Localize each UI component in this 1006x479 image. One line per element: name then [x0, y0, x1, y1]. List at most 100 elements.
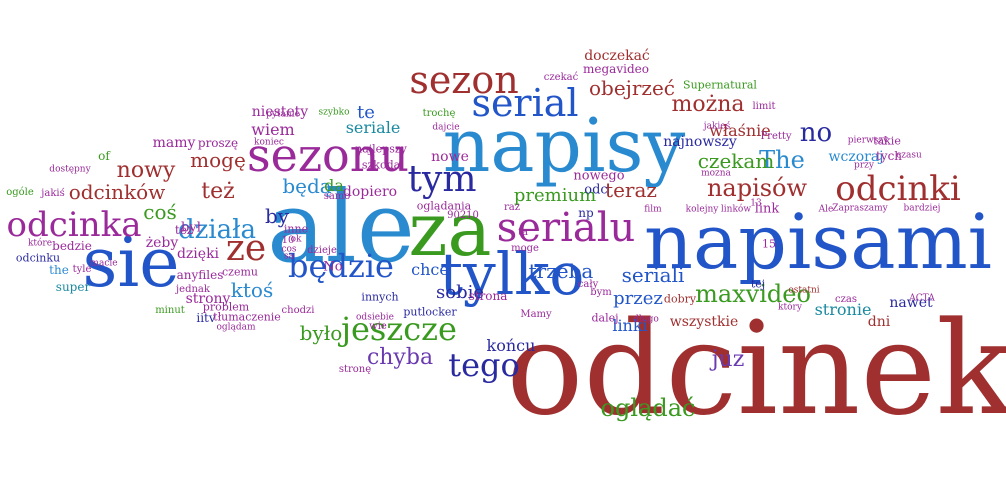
- word-trzeba: trzeba: [528, 259, 594, 283]
- word-linki: linki: [612, 316, 648, 335]
- word-anyfiles: anyfiles: [176, 268, 224, 282]
- word-za: za: [408, 187, 492, 273]
- word-najlepszy: najlepszy: [355, 142, 407, 156]
- word-dobry: dobry: [663, 292, 697, 306]
- word-ogladac: oglądać: [600, 394, 696, 422]
- word-pierwszy: pierwszy: [847, 135, 889, 146]
- word-ca-y: cały: [577, 279, 599, 290]
- word-jeszcze: jeszcze: [341, 310, 457, 348]
- word-ale: Ale: [818, 204, 834, 215]
- word-ok: ok: [290, 234, 302, 245]
- word-kt-ry: który: [778, 302, 802, 313]
- word-iitv: iitv: [196, 311, 216, 325]
- word-odcink-w: odcinków: [68, 180, 166, 204]
- word-problem: problem: [202, 300, 250, 314]
- word-by: by: [264, 204, 290, 228]
- word-dni: dni: [867, 314, 891, 330]
- word-serial: serial: [471, 81, 579, 125]
- word-najnowszy: najnowszy: [663, 134, 737, 150]
- word-nowe: nowe: [431, 149, 469, 165]
- word-w-a-nie: właśnie: [709, 121, 771, 140]
- word-kto-: ktoś: [230, 278, 274, 302]
- word-strony: strony: [185, 291, 231, 307]
- word-zapraszamy: Zapraszamy: [832, 203, 888, 214]
- word-b-dzie: będzie: [288, 247, 394, 285]
- word-by-o: było: [299, 321, 343, 345]
- word-czekam: czekam: [697, 149, 775, 173]
- word-film: film: [644, 204, 662, 215]
- word-macie: macie: [90, 258, 118, 269]
- word-odcinku: odcinku: [15, 251, 61, 265]
- word-d-ugo: długo: [633, 314, 659, 325]
- word-dalej: dalej: [591, 311, 619, 325]
- word-tym: tym: [407, 159, 477, 200]
- word-sezonu: sezonu: [246, 128, 410, 182]
- word-the: the: [49, 263, 69, 277]
- word-super: super: [55, 280, 91, 294]
- word-tylko: tylko: [439, 240, 585, 308]
- word-bedzie: bedzie: [52, 239, 92, 253]
- word-dzia-a: działa: [177, 215, 257, 245]
- word-wszystkie: wszystkie: [669, 314, 739, 330]
- word-nawet: nawet: [889, 295, 933, 311]
- word-obejrze-: obejrzeć: [588, 76, 676, 100]
- word-strona: strona: [468, 289, 508, 303]
- word-jednak: jednak: [176, 284, 210, 295]
- word-13: 13: [750, 198, 762, 209]
- word-koniec: koniec: [254, 137, 284, 148]
- word-sie: sie: [82, 224, 180, 303]
- word-stronie: stronie: [814, 300, 872, 319]
- word-odcinki: odcinki: [835, 169, 961, 209]
- word-dopiero: dopiero: [342, 184, 398, 200]
- word-szybko: szybko: [318, 107, 350, 118]
- word-napisy: napisy: [442, 103, 686, 189]
- word-megavideo: megavideo: [583, 62, 649, 76]
- word-czeka-: czekać: [543, 72, 579, 83]
- word-serialu: serialu: [496, 205, 636, 251]
- word-supernatural: Supernatural: [683, 78, 757, 92]
- word-acta: ACTA: [909, 293, 935, 304]
- word-ko-cu: końcu: [486, 336, 536, 355]
- word-pretty: Pretty: [760, 131, 792, 142]
- word-mamy: Mamy: [520, 309, 552, 320]
- word-teraz: teraz: [605, 178, 657, 202]
- word-te-: też: [201, 179, 235, 204]
- word-premium: premium: [513, 185, 597, 206]
- word-bym: bym: [590, 287, 612, 298]
- word-10: 10: [281, 235, 295, 246]
- word-tej: tej: [750, 277, 766, 291]
- word-odc: odc: [584, 182, 608, 198]
- word-samo: samo: [323, 191, 351, 202]
- word-te: te: [357, 102, 375, 123]
- word-dost-pny: dostępny: [49, 164, 91, 175]
- word-no: No: [323, 259, 343, 275]
- word-jaki-: jakiś: [41, 188, 65, 199]
- word-doczeka-: doczekać: [584, 48, 650, 64]
- word-minut: minut: [155, 305, 185, 316]
- word-co-: coś: [143, 200, 177, 224]
- word-mo-na: można: [671, 92, 745, 117]
- word-maxvideo: maxvideo: [695, 280, 811, 308]
- word-dajcie: dajcie: [432, 122, 460, 133]
- word-jakie-: jakieś: [703, 121, 731, 132]
- word-odcinek: odcinek: [506, 295, 1006, 444]
- word-dzi-ki: dzięki: [176, 246, 220, 262]
- word-kt-re: które: [27, 238, 53, 249]
- word-da: da: [324, 176, 344, 195]
- word-mozna: mozna: [701, 168, 731, 179]
- word-putlocker: putlocker: [403, 305, 457, 319]
- word--eby: żeby: [145, 235, 179, 251]
- word-ostatni: ostatni: [788, 285, 820, 296]
- word-bardziej: bardziej: [903, 203, 941, 214]
- word-sobie: sobie: [435, 282, 485, 303]
- word-chyba: chyba: [366, 345, 434, 370]
- word-tych: tych: [875, 149, 903, 163]
- word-troch-: trochę: [422, 108, 456, 119]
- word-seriali: seriali: [621, 263, 685, 287]
- word-ale: ale: [267, 171, 415, 285]
- word-nowego: nowego: [573, 168, 625, 184]
- word-prosz-: proszę: [197, 136, 239, 150]
- word-cos: cos: [281, 244, 297, 255]
- word-link-w: linków: [720, 204, 752, 215]
